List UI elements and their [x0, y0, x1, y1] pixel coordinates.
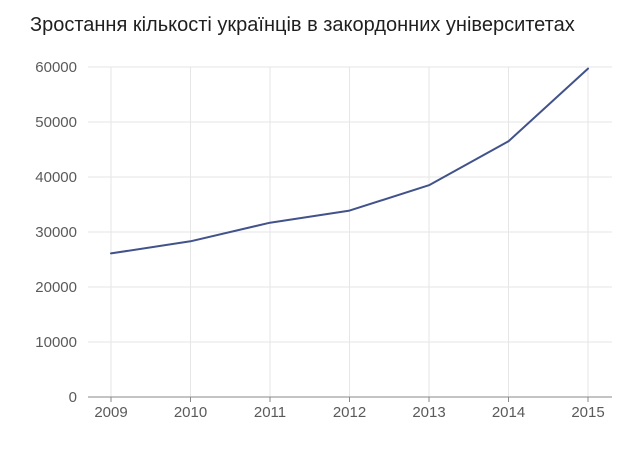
series-group [110, 67, 589, 255]
x-tick-label: 2013 [412, 404, 445, 421]
x-tick-label: 2012 [333, 404, 366, 421]
x-tick-label: 2009 [94, 404, 127, 421]
gridlines [88, 66, 612, 397]
y-tick-label: 60000 [35, 59, 77, 76]
axes [88, 396, 612, 402]
y-tick-label: 40000 [35, 169, 77, 186]
x-tick-label: 2011 [254, 404, 286, 421]
y-tick-label: 10000 [35, 334, 77, 351]
x-tick-label: 2015 [571, 404, 604, 421]
x-axis-tick-labels: 2009 2010 2011 2012 2013 2014 2015 [94, 404, 604, 421]
y-tick-label: 30000 [35, 224, 77, 241]
chart-title: Зростання кількості українців в закордон… [30, 14, 575, 36]
y-axis-tick-labels: 0 10000 20000 30000 40000 50000 60000 [35, 59, 77, 406]
x-tick-label: 2010 [174, 404, 207, 421]
series-line [110, 67, 589, 255]
y-tick-label: 0 [69, 389, 77, 406]
x-tick-label: 2014 [492, 404, 525, 421]
y-tick-label: 20000 [35, 279, 77, 296]
y-tick-label: 50000 [35, 114, 77, 131]
